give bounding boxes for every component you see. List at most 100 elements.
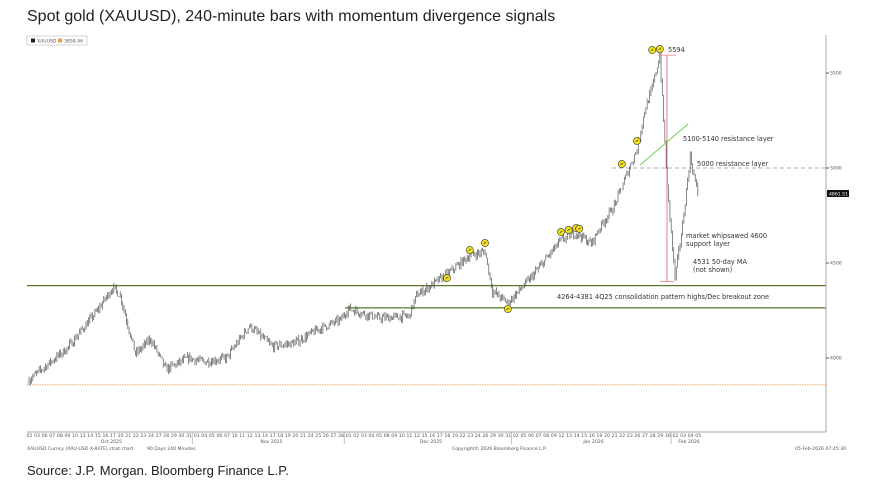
footer-period: 90 Days 240 Minutes — [147, 446, 196, 452]
x-tick-label: 29 — [171, 433, 177, 439]
x-tick-label: 02 — [27, 433, 33, 439]
x-tick-label: 20 — [118, 433, 124, 439]
annotation-resistance: 5000 resistance layer — [697, 160, 769, 168]
x-tick-label: 20 — [604, 433, 610, 439]
signal-marker-glyph — [620, 162, 624, 166]
x-tick-label: 05 — [695, 433, 701, 439]
x-tick-label: 17 — [270, 433, 276, 439]
x-month-label: Feb 2026 — [678, 439, 699, 445]
x-tick-label: 02 — [673, 433, 679, 439]
x-tick-label: 23 — [467, 433, 473, 439]
signal-marker-glyph — [468, 248, 472, 252]
x-tick-label: 25 — [315, 433, 321, 439]
x-tick-label: 10 — [72, 433, 78, 439]
annotation-whipsaw-line1: market whipsawed 4600 — [686, 232, 767, 240]
y-tick-label: 5000 — [830, 166, 842, 172]
x-tick-label: 16 — [103, 433, 109, 439]
x-tick-label: 24 — [148, 433, 154, 439]
x-tick-label: 14 — [574, 433, 580, 439]
x-tick-label: 14 — [87, 433, 93, 439]
x-tick-label: 02 — [513, 433, 519, 439]
x-tick-label: 31 — [186, 433, 192, 439]
x-tick-label: 27 — [642, 433, 648, 439]
x-tick-label: 29 — [490, 433, 496, 439]
x-tick-label: 15 — [422, 433, 428, 439]
x-tick-label: 15 — [95, 433, 101, 439]
x-tick-label: 08 — [57, 433, 63, 439]
x-tick-label: 16 — [589, 433, 595, 439]
x-tick-label: 23 — [627, 433, 633, 439]
last-price-bg — [827, 190, 849, 197]
signal-marker-glyph — [483, 241, 487, 245]
x-tick-label: 03 — [34, 433, 40, 439]
x-tick-label: 27 — [331, 433, 337, 439]
signal-marker-glyph — [635, 139, 639, 143]
y-tick-label: 4000 — [830, 356, 842, 362]
signal-marker-glyph — [559, 230, 563, 234]
legend-series-label: XAUUSD — [37, 39, 57, 45]
x-tick-label: 04 — [201, 433, 207, 439]
legend-swatch-reference — [58, 38, 62, 43]
footer-ticker: XAUUSD Curncy (XAU-USD X-RATE) strat cha… — [27, 446, 133, 452]
last-price-badge: 4861.51 — [827, 190, 849, 198]
x-tick-label: 19 — [285, 433, 291, 439]
x-tick-label: 13 — [80, 433, 86, 439]
x-tick-label: 28 — [650, 433, 656, 439]
price-chart: XAUUSD 3858.96 5594 5100-5140 resistance… — [26, 35, 849, 452]
x-tick-label: 30 — [498, 433, 504, 439]
x-month-label: Oct 2025 — [101, 439, 122, 445]
x-tick-label: 01 — [346, 433, 352, 439]
annotation-ma-line1: 4531 50-day MA — [693, 258, 748, 266]
x-tick-label: 21 — [612, 433, 618, 439]
signal-marker-glyph — [506, 307, 510, 311]
x-tick-label: 21 — [300, 433, 306, 439]
last-price-label: 4861.51 — [829, 192, 848, 198]
legend-reference-label: 3858.96 — [64, 39, 83, 45]
level-lines — [27, 167, 826, 386]
x-tick-label: 07 — [49, 433, 55, 439]
x-tick-label: 18 — [445, 433, 451, 439]
x-tick-label: 19 — [597, 433, 603, 439]
x-tick-label: 26 — [323, 433, 329, 439]
x-tick-label: 09 — [391, 433, 397, 439]
x-tick-label: 11 — [407, 433, 413, 439]
x-tick-label: 24 — [475, 433, 481, 439]
x-tick-label: 07 — [224, 433, 230, 439]
signal-marker-glyph — [650, 48, 654, 52]
signal-marker-glyph — [445, 276, 449, 280]
annotation-peak: 5594 — [668, 46, 685, 54]
x-tick-label: 26 — [483, 433, 489, 439]
x-axis: 02 03 06 07 08 09 10 13 14 15 16 17 20 21 22 23 24 27 28 29… — [27, 432, 701, 445]
x-tick-label: 31 — [505, 433, 511, 439]
x-month-label: Jan 2026 — [582, 439, 603, 445]
price-bars — [28, 52, 699, 386]
annotation-resistance-upper: 5100-5140 resistance layer — [683, 135, 774, 143]
signal-marker-glyph — [577, 227, 581, 230]
annotations: 5594 5100-5140 resistance layer 5000 res… — [557, 46, 774, 301]
x-tick-label: 08 — [384, 433, 390, 439]
x-tick-label: 30 — [665, 433, 671, 439]
x-tick-label: 03 — [680, 433, 686, 439]
x-tick-label: 04 — [688, 433, 694, 439]
x-tick-label: 06 — [42, 433, 48, 439]
legend: XAUUSD 3858.96 — [26, 35, 88, 46]
source-note: Source: J.P. Morgan. Bloomberg Finance L… — [27, 463, 289, 478]
x-tick-label: 19 — [452, 433, 458, 439]
x-tick-label: 08 — [543, 433, 549, 439]
x-tick-label: 27 — [156, 433, 162, 439]
legend-box — [26, 35, 88, 46]
x-tick-label: 29 — [657, 433, 663, 439]
signal-marker-glyph — [658, 47, 662, 51]
x-tick-label: 26 — [635, 433, 641, 439]
x-tick-label: 13 — [566, 433, 572, 439]
x-tick-label: 22 — [619, 433, 625, 439]
x-tick-label: 22 — [460, 433, 466, 439]
x-tick-label: 14 — [262, 433, 268, 439]
x-tick-label: 17 — [110, 433, 116, 439]
x-tick-label: 24 — [308, 433, 314, 439]
annotation-whipsaw-line2: support layer — [686, 240, 730, 248]
x-tick-label: 17 — [437, 433, 443, 439]
x-tick-label: 09 — [65, 433, 71, 439]
x-tick-label: 03 — [361, 433, 367, 439]
y-tick-label: 4500 — [830, 261, 842, 267]
